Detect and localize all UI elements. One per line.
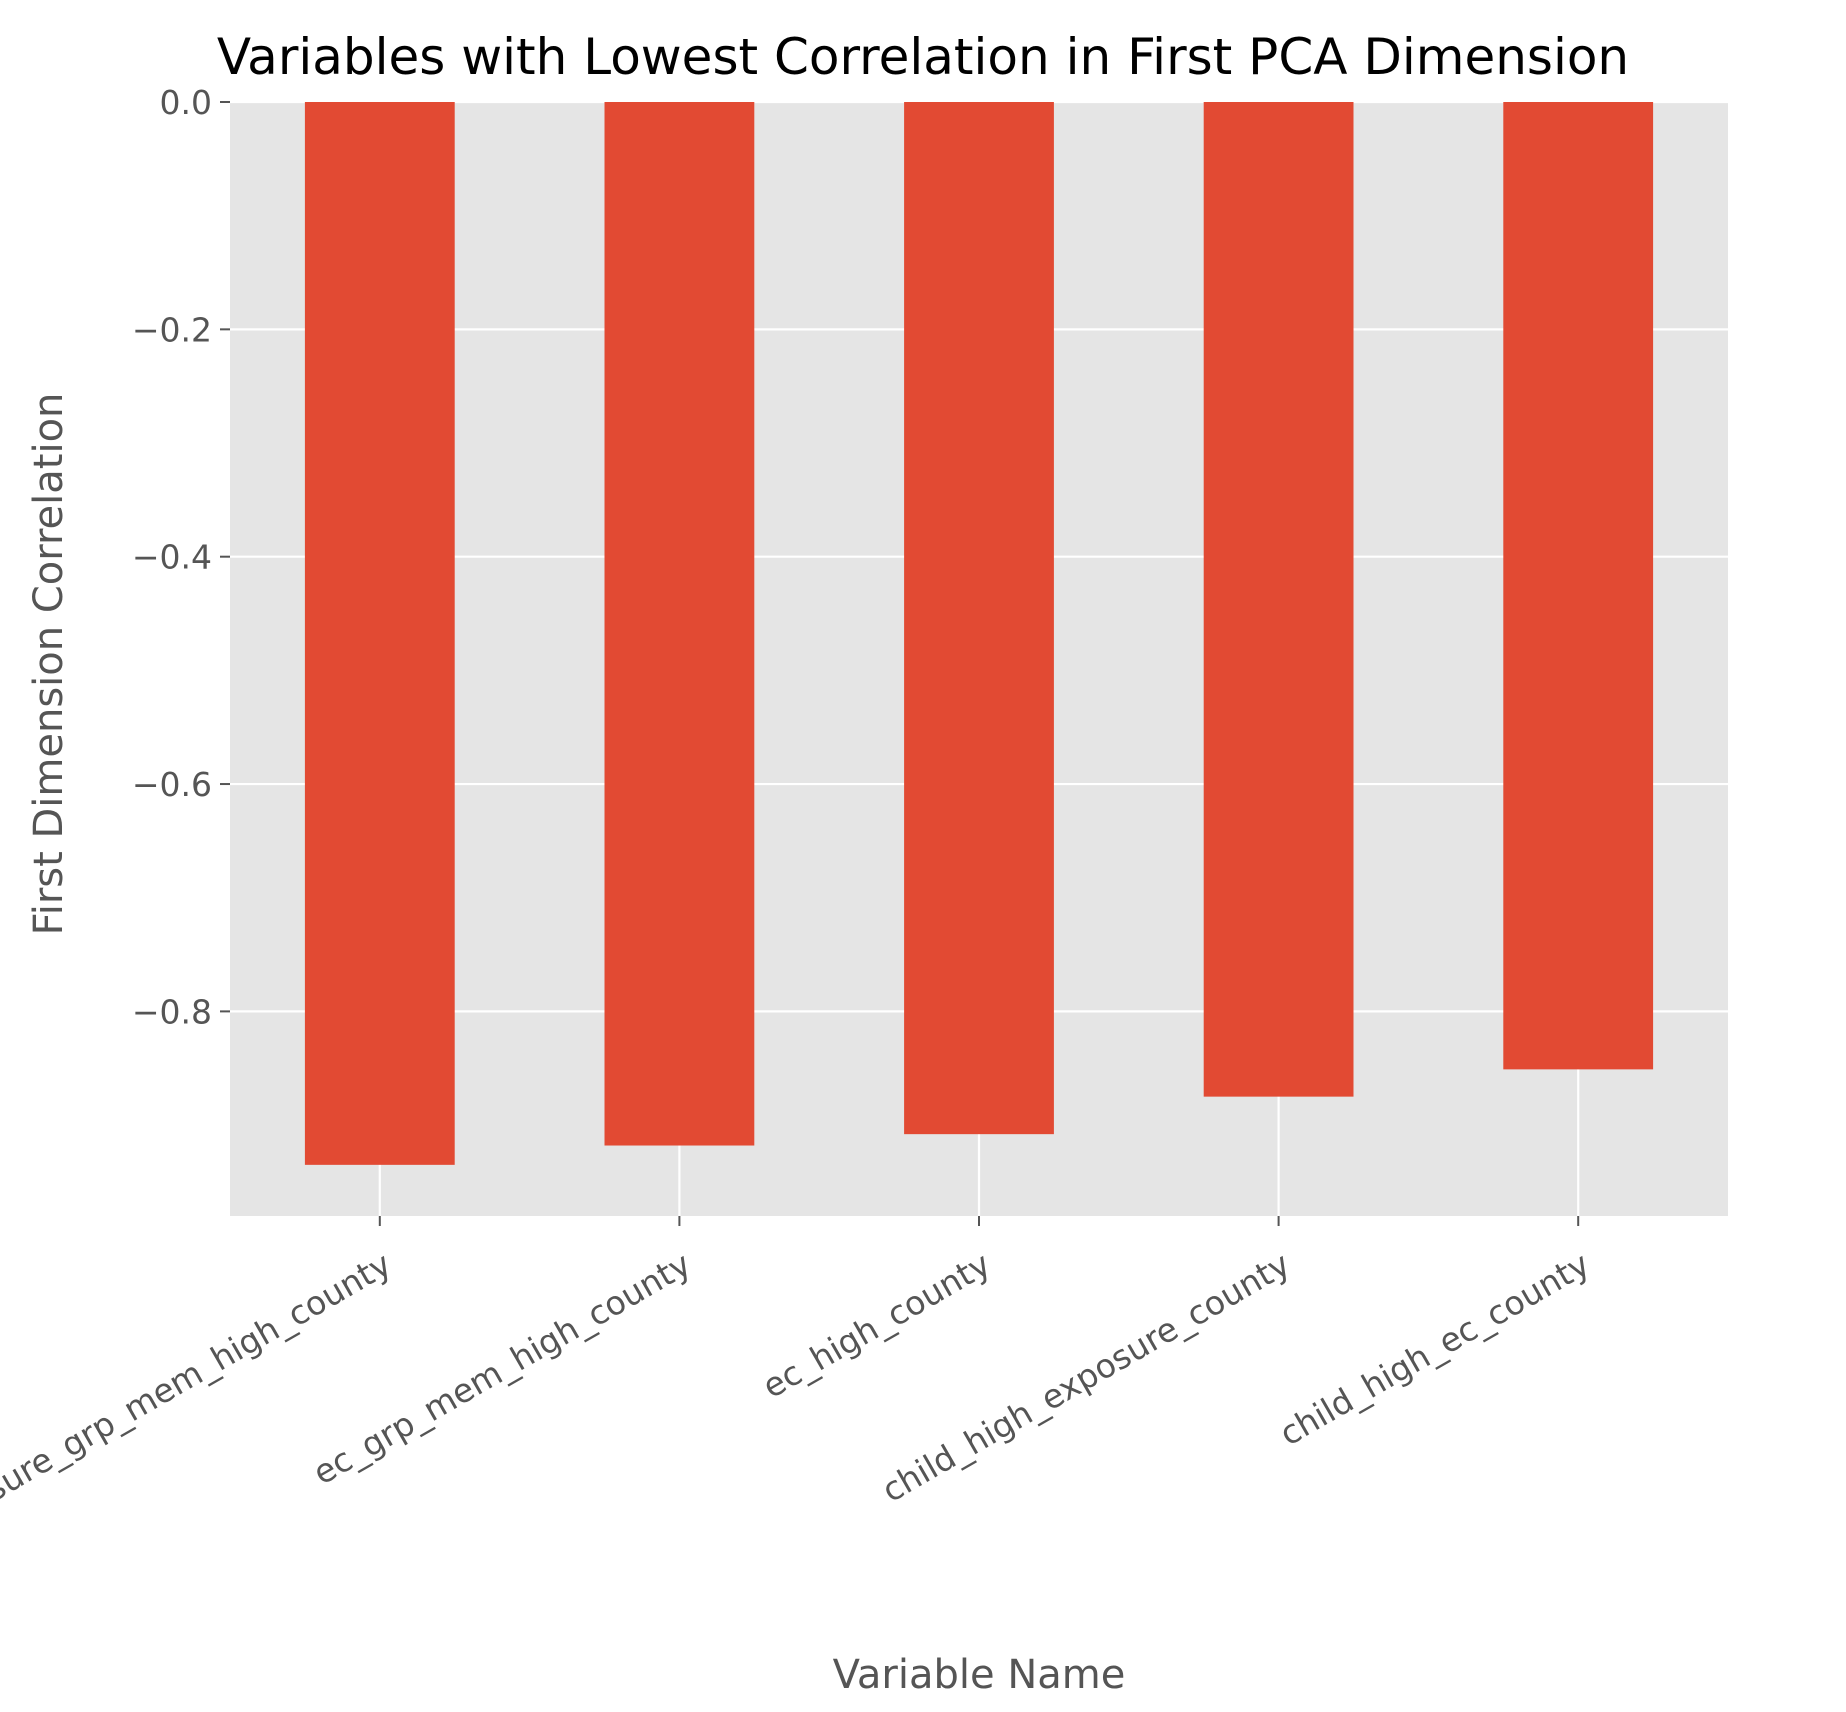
y-tick-label: −0.4: [132, 538, 212, 577]
y-tick-label: 0.0: [160, 83, 212, 122]
y-tick-label: −0.6: [132, 765, 212, 804]
bar-exposure_grp_mem_high_county: [304, 102, 455, 1165]
bars: [304, 102, 1654, 1165]
bar-child_high_exposure_county: [1203, 102, 1354, 1097]
y-axis-ticks: 0.0 −0.2 −0.4 −0.6 −0.8: [132, 83, 230, 1031]
y-axis-label: First Dimension Correlation: [26, 393, 72, 936]
bar-ec_high_county: [904, 102, 1054, 1135]
chart-title: Variables with Lowest Correlation in Fir…: [217, 28, 1629, 86]
y-tick-label: −0.8: [132, 992, 212, 1031]
x-tick-label: ec_high_county: [756, 1244, 997, 1406]
bar-ec_grp_mem_high_county: [604, 102, 755, 1146]
x-tick-label: exposure_grp_mem_high_county: [0, 1244, 398, 1549]
x-axis-label: Variable Name: [833, 1652, 1126, 1698]
x-tick-label: child_high_ec_county: [1273, 1244, 1596, 1453]
x-axis-ticks: exposure_grp_mem_high_countyec_grp_mem_h…: [0, 1216, 1596, 1549]
bar-child_high_ec_county: [1503, 102, 1654, 1070]
y-tick-label: −0.2: [132, 310, 212, 349]
